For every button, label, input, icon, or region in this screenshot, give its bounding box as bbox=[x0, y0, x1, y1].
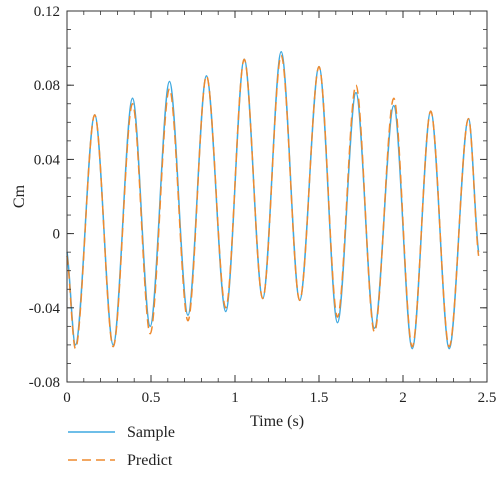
legend: Sample Predict bbox=[68, 424, 175, 469]
y-tick-label: 0 bbox=[53, 227, 61, 243]
x-tick-label: 2.5 bbox=[478, 390, 497, 406]
y-tick-label: 0.04 bbox=[34, 152, 61, 168]
x-tick-label: 0.5 bbox=[142, 390, 161, 406]
series-lines bbox=[66, 51, 480, 350]
legend-label-predict: Predict bbox=[127, 452, 173, 469]
y-axis-title: Cm bbox=[11, 184, 28, 208]
y-tick-label: -0.04 bbox=[29, 301, 61, 317]
x-tick-label: 0 bbox=[63, 390, 71, 406]
series-line-predict bbox=[66, 54, 480, 350]
x-tick-label: 1.5 bbox=[310, 390, 329, 406]
y-tick-label: 0.08 bbox=[34, 78, 60, 94]
axis-ticks bbox=[66, 10, 488, 383]
tick-labels: 0 0.5 1 1.5 2 2.5 -0.08 -0.04 0 0.04 0.08 0.12 bbox=[29, 4, 497, 406]
x-axis-title: Time (s) bbox=[250, 413, 304, 430]
y-tick-label: -0.08 bbox=[29, 375, 60, 391]
x-tick-label: 1 bbox=[231, 390, 239, 406]
legend-label-sample: Sample bbox=[127, 424, 175, 441]
x-tick-label: 2 bbox=[399, 390, 407, 406]
y-tick-label: 0.12 bbox=[34, 4, 60, 20]
